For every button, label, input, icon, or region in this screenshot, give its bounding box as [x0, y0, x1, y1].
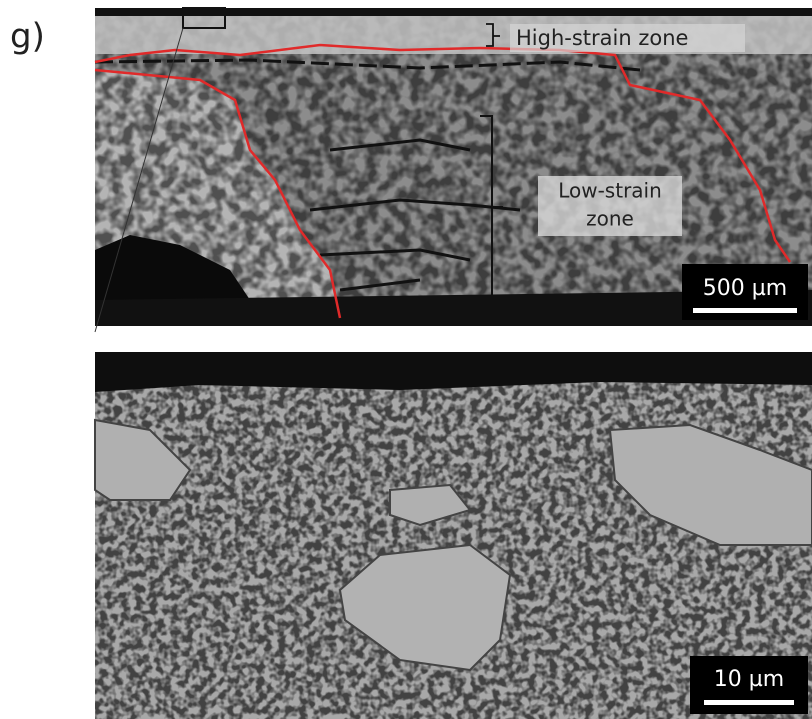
scale-bar: [704, 700, 794, 705]
figure: g) High-strain zone Low-strain zone 500 …: [0, 0, 812, 719]
annotation-high-strain: High-strain zone: [516, 26, 688, 50]
scale-bar-label: 500 µm: [703, 276, 787, 301]
bottom-micrograph: 10 µm: [95, 352, 812, 719]
annotation-low-strain: Low-strain: [558, 179, 662, 203]
annotation-low-strain: zone: [586, 207, 634, 231]
panel-label: g): [10, 17, 45, 57]
scale-bar: [693, 308, 797, 313]
scale-bar-label: 10 µm: [714, 667, 784, 692]
top-micrograph: High-strain zone Low-strain zone 500 µm: [95, 8, 812, 326]
